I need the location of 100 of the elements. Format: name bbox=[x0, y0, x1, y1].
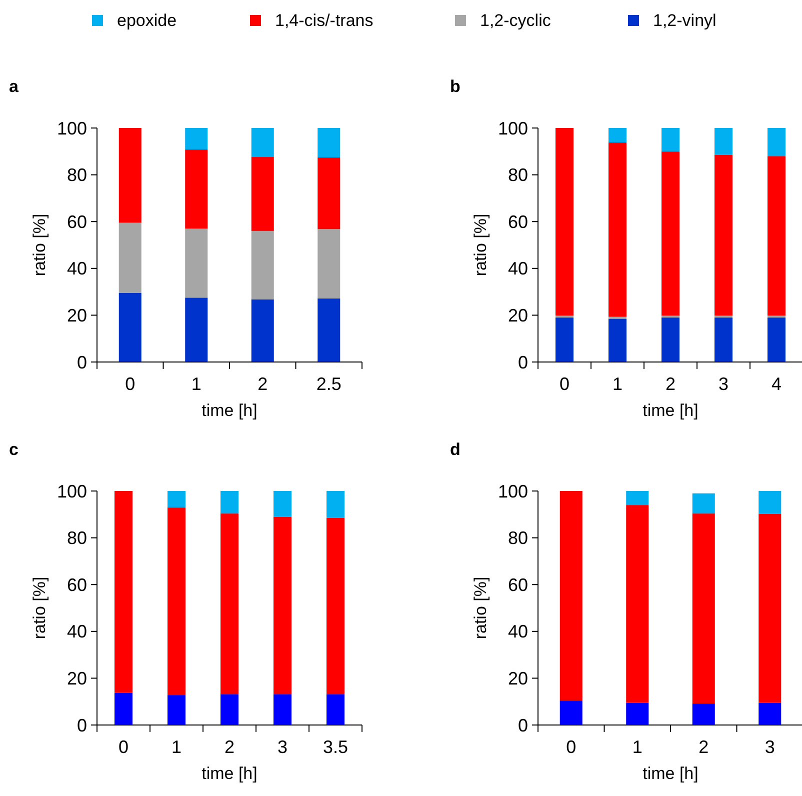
y-tick-label: 80 bbox=[66, 165, 87, 186]
bar bbox=[185, 298, 208, 362]
x-tick-label: 3.5 bbox=[322, 737, 348, 757]
x-tick-label: 2 bbox=[258, 374, 268, 394]
bar bbox=[758, 491, 782, 514]
y-tick-label: 20 bbox=[508, 306, 528, 326]
bar bbox=[273, 491, 292, 517]
legend-label: 1,4-cis/-trans bbox=[275, 11, 374, 30]
bar bbox=[661, 128, 680, 152]
bar bbox=[185, 150, 208, 229]
x-axis-title: time [h] bbox=[642, 764, 698, 783]
legend-label: 1,2-vinyl bbox=[653, 11, 716, 30]
bar bbox=[167, 695, 186, 725]
x-tick-label: 1 bbox=[632, 737, 642, 757]
bar bbox=[758, 514, 782, 703]
legend-label: epoxide bbox=[117, 11, 177, 30]
bar bbox=[251, 157, 274, 231]
bar bbox=[608, 318, 627, 362]
bar bbox=[692, 493, 715, 514]
x-tick-label: 2.5 bbox=[316, 374, 342, 394]
x-axis-title: time [h] bbox=[642, 401, 698, 420]
x-tick-label: 3 bbox=[718, 374, 729, 394]
x-tick-label: 3 bbox=[277, 737, 288, 757]
bar bbox=[767, 156, 786, 316]
bar bbox=[185, 228, 208, 298]
y-tick-label: 0 bbox=[518, 715, 528, 736]
y-tick-label: 60 bbox=[508, 574, 528, 595]
bar bbox=[560, 491, 582, 700]
x-tick-label: 1 bbox=[171, 737, 182, 757]
bar bbox=[118, 292, 142, 362]
bar bbox=[114, 491, 133, 693]
bar bbox=[326, 518, 345, 694]
y-tick-label: 100 bbox=[56, 118, 87, 138]
bar bbox=[118, 222, 142, 293]
y-axis-title: ratio [%] bbox=[30, 576, 49, 640]
y-tick-label: 0 bbox=[76, 352, 87, 372]
y-tick-label: 80 bbox=[508, 165, 528, 186]
x-tick-label: 0 bbox=[566, 737, 576, 757]
bar bbox=[714, 318, 733, 362]
bar bbox=[220, 513, 239, 694]
bar bbox=[758, 702, 782, 725]
bar bbox=[767, 318, 786, 362]
bar bbox=[608, 128, 627, 143]
bar bbox=[555, 318, 574, 362]
bar bbox=[118, 128, 142, 223]
x-tick-label: 2 bbox=[698, 737, 709, 757]
y-tick-label: 60 bbox=[66, 574, 87, 595]
y-tick-label: 40 bbox=[508, 258, 528, 279]
y-tick-label: 60 bbox=[508, 212, 528, 232]
bar bbox=[251, 299, 274, 362]
chart-title: b bbox=[450, 77, 460, 96]
bar bbox=[626, 505, 649, 703]
bar bbox=[220, 491, 239, 514]
y-tick-label: 40 bbox=[66, 258, 87, 279]
bar bbox=[555, 128, 574, 316]
chart-title: a bbox=[9, 77, 19, 96]
x-tick-label: 1 bbox=[191, 374, 202, 394]
y-tick-label: 100 bbox=[498, 118, 528, 138]
legend-label: 1,2-cyclic bbox=[480, 11, 552, 30]
bar bbox=[167, 491, 186, 508]
y-tick-label: 60 bbox=[66, 212, 87, 232]
bar bbox=[692, 703, 715, 725]
x-axis-title: time [h] bbox=[202, 401, 258, 420]
bar bbox=[626, 491, 649, 506]
bar bbox=[661, 151, 680, 316]
y-tick-label: 40 bbox=[66, 622, 87, 642]
x-tick-label: 2 bbox=[224, 737, 235, 757]
y-tick-label: 80 bbox=[508, 528, 528, 548]
bar bbox=[608, 142, 627, 317]
y-tick-label: 20 bbox=[508, 668, 528, 688]
bar bbox=[167, 507, 186, 696]
bar bbox=[692, 513, 715, 704]
bar bbox=[318, 229, 340, 298]
bar bbox=[185, 128, 208, 150]
bar bbox=[251, 128, 274, 158]
x-axis-title: time [h] bbox=[202, 764, 258, 783]
chart-title: d bbox=[450, 440, 460, 459]
y-tick-label: 0 bbox=[76, 715, 87, 736]
bar bbox=[220, 694, 239, 725]
bar bbox=[661, 318, 680, 362]
bar bbox=[560, 700, 582, 725]
y-axis-title: ratio [%] bbox=[471, 576, 490, 640]
x-tick-label: 0 bbox=[118, 737, 129, 757]
bar bbox=[273, 516, 292, 694]
y-tick-label: 100 bbox=[56, 481, 87, 502]
y-axis-title: ratio [%] bbox=[471, 214, 490, 276]
x-tick-label: 2 bbox=[665, 374, 676, 394]
y-tick-label: 40 bbox=[508, 622, 528, 642]
bar bbox=[318, 157, 340, 230]
bar bbox=[318, 298, 340, 362]
bar bbox=[273, 694, 292, 725]
x-tick-label: 0 bbox=[125, 374, 136, 394]
y-tick-label: 0 bbox=[518, 352, 528, 372]
y-tick-label: 100 bbox=[498, 481, 528, 502]
y-axis-title: ratio [%] bbox=[30, 214, 49, 276]
bar bbox=[318, 128, 340, 158]
y-tick-label: 20 bbox=[66, 668, 87, 688]
x-tick-label: 1 bbox=[612, 374, 623, 394]
bar bbox=[251, 230, 274, 300]
bar bbox=[714, 128, 733, 155]
